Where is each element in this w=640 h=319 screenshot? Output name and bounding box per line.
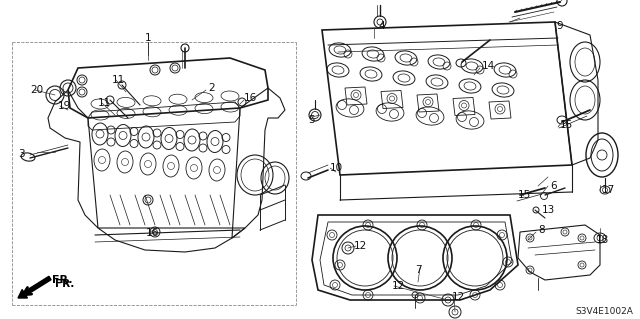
Text: 2: 2 [208, 83, 214, 93]
Text: 8: 8 [538, 225, 545, 235]
Text: 5: 5 [308, 115, 315, 125]
Text: 19: 19 [58, 101, 71, 111]
Text: FR.: FR. [52, 275, 72, 285]
Text: 11: 11 [98, 98, 111, 108]
Text: 13: 13 [542, 205, 556, 215]
Text: 17: 17 [602, 185, 615, 195]
Text: 6: 6 [550, 181, 557, 191]
Text: 15: 15 [518, 190, 531, 200]
Text: 9: 9 [556, 21, 563, 31]
FancyArrow shape [18, 276, 51, 298]
Text: 1: 1 [145, 33, 152, 43]
Text: 15: 15 [560, 120, 573, 130]
Text: S3V4E1002A: S3V4E1002A [575, 308, 633, 316]
Text: 12: 12 [452, 292, 465, 302]
Text: 4: 4 [378, 21, 385, 31]
Text: 12: 12 [392, 281, 405, 291]
Text: 3: 3 [18, 149, 24, 159]
Text: 20: 20 [30, 85, 43, 95]
Text: 14: 14 [482, 61, 495, 71]
Text: 16: 16 [244, 93, 257, 103]
Text: 10: 10 [330, 163, 343, 173]
Text: 7: 7 [415, 265, 422, 275]
Text: 18: 18 [596, 235, 609, 245]
Text: FR.: FR. [55, 279, 74, 289]
Text: 12: 12 [354, 241, 367, 251]
Text: 11: 11 [112, 75, 125, 85]
Text: 16: 16 [146, 228, 159, 238]
